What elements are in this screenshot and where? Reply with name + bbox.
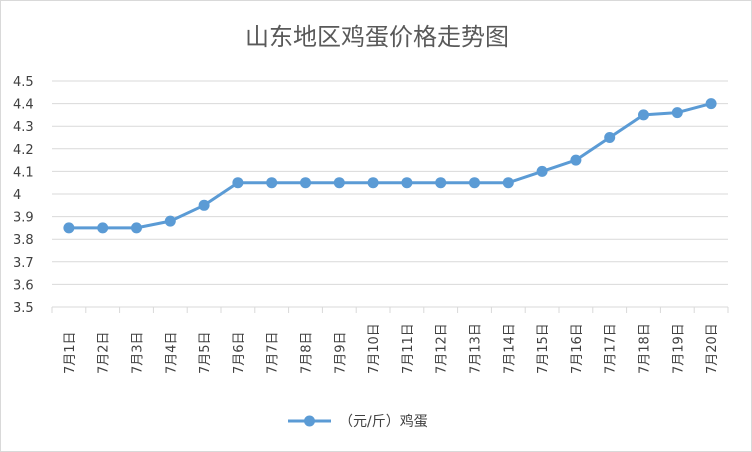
x-tick-label: 7月4日 (164, 331, 179, 374)
y-tick-label: 4.3 (13, 120, 34, 135)
x-tick-label: 7月8日 (300, 331, 315, 374)
y-tick-label: 3.7 (13, 256, 34, 271)
series-line (68, 102, 712, 230)
x-tick-label: 7月17日 (604, 323, 619, 374)
data-point (97, 222, 109, 234)
data-point (300, 177, 311, 189)
data-point (164, 215, 176, 227)
data-point (502, 177, 514, 189)
x-tick-label: 7月19日 (671, 323, 686, 374)
x-tick-label: 7月11日 (401, 323, 416, 374)
y-tick-label: 4.1 (13, 165, 34, 180)
x-tick-labels: 7月1日 7月2日 7月3日 7月4日 7月5日 7月6日 7月7日 7月8日 7月9日 7月10… (63, 323, 720, 374)
x-tick-label: 7月7日 (266, 331, 281, 374)
data-point (63, 222, 75, 234)
x-tick-label: 7月12日 (435, 323, 450, 374)
data-point (198, 199, 210, 211)
data-point (638, 109, 649, 121)
x-tick-label: 7月20日 (705, 323, 720, 374)
y-tick-label: 3.9 (13, 211, 34, 226)
data-point (333, 177, 345, 189)
x-tick-label: 7月16日 (570, 323, 585, 374)
data-point (266, 177, 278, 189)
x-tick-label: 7月14日 (502, 323, 517, 374)
data-point (131, 222, 142, 234)
x-tick-label: 7月18日 (638, 323, 653, 374)
y-tick-label: 4.5 (13, 75, 34, 90)
data-point (435, 177, 447, 189)
x-tick-label: 7月1日 (63, 331, 78, 374)
y-tick-label: 4.4 (13, 98, 34, 113)
x-tick-label: 7月3日 (131, 331, 146, 374)
grid-lines (52, 80, 728, 285)
chart-title: 山东地区鸡蛋价格走势图 (245, 23, 509, 51)
axes (51, 306, 729, 313)
y-tick-label: 4.2 (13, 143, 34, 158)
data-point (705, 98, 717, 110)
y-tick-label: 3.6 (13, 278, 34, 293)
data-point (367, 177, 379, 189)
data-point (604, 132, 616, 143)
data-point (469, 177, 480, 189)
data-point (671, 107, 683, 119)
data-point (536, 165, 548, 177)
y-tick-label: 3.8 (13, 233, 34, 248)
x-tick-label: 7月5日 (198, 331, 213, 374)
legend: （元/斤）鸡蛋 (288, 413, 428, 430)
data-point (232, 177, 244, 189)
legend-point-marker (304, 415, 315, 427)
y-tick-labels: 3.5 3.6 3.7 3.8 3.9 4 4.1 4.2 4.3 4.4 4.5 (13, 75, 34, 316)
y-tick-label: 4 (13, 188, 21, 203)
x-tick-label: 7月10日 (367, 323, 382, 374)
x-tick-label: 7月15日 (536, 323, 551, 374)
data-point (570, 154, 582, 166)
series-egg-price (63, 98, 717, 234)
y-tick-label: 3.5 (13, 301, 34, 316)
x-tick-label: 7月2日 (97, 331, 112, 374)
x-tick-label: 7月6日 (232, 331, 247, 374)
x-tick-label: 7月9日 (333, 331, 348, 374)
data-point (401, 177, 413, 189)
legend-label: （元/斤）鸡蛋 (339, 413, 428, 430)
x-tick-label: 7月13日 (469, 323, 484, 374)
